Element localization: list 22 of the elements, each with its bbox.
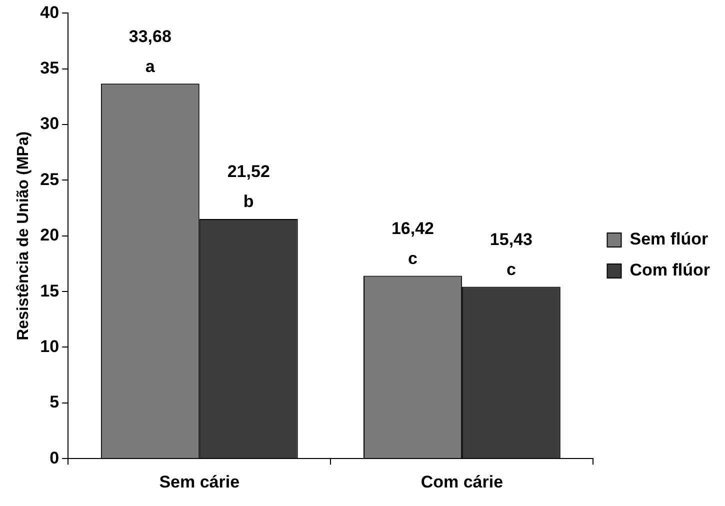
- data-label: 21,52: [227, 162, 270, 182]
- x-tick-label: Com cárie: [420, 472, 504, 492]
- data-label: 33,68: [128, 26, 172, 46]
- annotation: c: [408, 248, 418, 268]
- data-label: 16,42: [391, 218, 434, 238]
- y-tick-label: 30: [40, 114, 60, 134]
- y-tick-label: 0: [50, 448, 60, 468]
- y-axis-title: Resistência de União (MPa): [15, 131, 32, 340]
- x-tick-label: Sem cárie: [159, 472, 240, 492]
- y-tick-label: 15: [40, 281, 60, 300]
- y-tick-label: 35: [40, 58, 60, 78]
- y-tick-label: 25: [40, 170, 60, 189]
- y-tick-label: 5: [50, 392, 60, 412]
- y-tick-label: 40: [40, 2, 60, 22]
- data-label: 15,43: [490, 230, 532, 249]
- annotation: c: [506, 260, 516, 279]
- legend-label: Sem flúor: [630, 230, 709, 249]
- legend-label: Com flúor: [630, 260, 710, 280]
- y-tick-label: 10: [40, 336, 60, 356]
- y-tick-label: 20: [40, 226, 60, 245]
- annotation: a: [145, 56, 156, 76]
- annotation: b: [243, 192, 254, 212]
